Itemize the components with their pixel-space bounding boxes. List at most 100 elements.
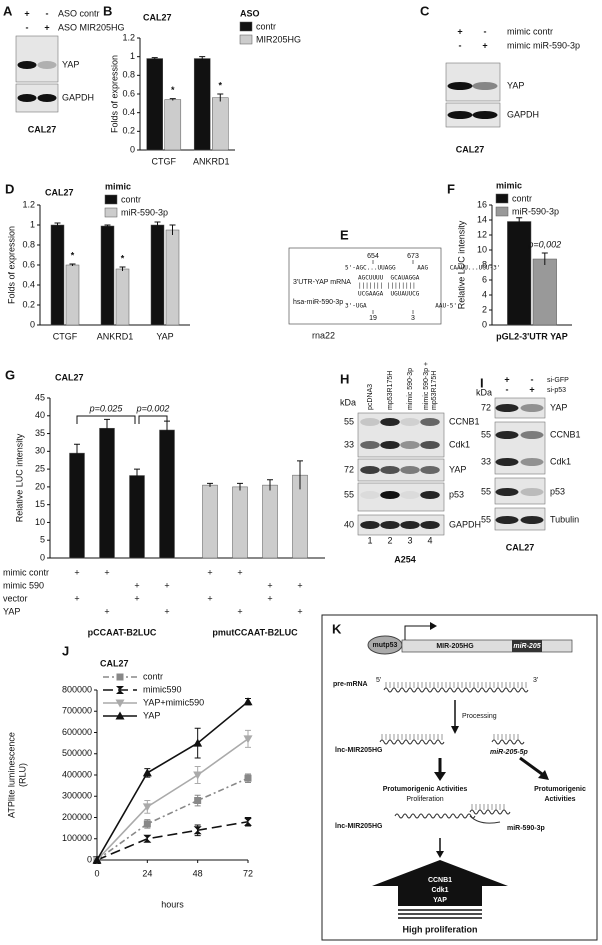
annotation: * — [121, 253, 125, 263]
three-prime: 3' — [533, 677, 538, 684]
tss-arrow — [404, 625, 430, 640]
blot-band — [420, 441, 440, 449]
line — [96, 820, 249, 861]
lane-sign: - — [46, 8, 49, 18]
error-bar — [104, 418, 110, 438]
mirna-label: hsa-miR-590-3p — [293, 299, 343, 306]
rna-bases — [385, 682, 527, 688]
rna-strand — [491, 739, 525, 745]
x-tick-label: CTGF — [152, 156, 177, 166]
blot-band — [495, 431, 519, 439]
arrowhead — [434, 772, 446, 781]
x-tick-label: CTGF — [53, 331, 78, 341]
condition-mark: + — [164, 606, 169, 616]
line — [96, 701, 249, 861]
comparison-bracket — [76, 415, 136, 424]
bar — [146, 58, 163, 151]
y-tick-label: 0 — [130, 144, 135, 154]
rna-strand — [394, 813, 476, 819]
legend-swatch — [239, 34, 253, 45]
target-gene: Cdk1 — [431, 887, 448, 894]
error-bar — [237, 482, 243, 491]
lane-sign: + — [44, 22, 49, 32]
error-bar — [169, 224, 176, 235]
bar — [164, 99, 182, 151]
band-label: YAP — [449, 464, 466, 474]
condition-mark: + — [104, 567, 109, 577]
y-tick-label: 45 — [35, 392, 45, 402]
y-tick-label: 35 — [35, 428, 45, 438]
legend-label: mimic590 — [143, 684, 182, 694]
bar — [202, 484, 218, 559]
condition-mark: + — [164, 580, 169, 590]
y-tick-label: 700000 — [62, 706, 92, 716]
lane-condition: mimic contr — [507, 26, 553, 36]
kda-label: kDa — [476, 387, 492, 397]
bar — [232, 486, 248, 559]
blot-strip — [494, 421, 546, 475]
lane-sign: + — [529, 384, 534, 394]
y-tick-label: 200000 — [62, 812, 92, 822]
y-tick-label: 2 — [482, 304, 487, 314]
rna-strand — [379, 739, 445, 745]
condition-mark: + — [267, 593, 272, 603]
blot-band — [400, 491, 420, 499]
panel-letter: H — [340, 371, 349, 386]
lane-condition: ASO contr — [58, 8, 100, 18]
position: 654 — [367, 253, 379, 260]
lane-number: 2 — [387, 535, 392, 545]
comparison-label: p=0.002 — [136, 403, 170, 413]
y-tick-label: 0.4 — [22, 279, 35, 289]
y-tick-label: 0.2 — [22, 299, 35, 309]
condition-label: mimic 590 — [3, 580, 44, 590]
outcome-label: High proliferation — [403, 924, 478, 934]
x-tick-label: ANKRD1 — [97, 331, 134, 341]
marker — [243, 697, 253, 706]
annotation: * — [71, 250, 75, 260]
mirna-gene-label: miR-205 — [513, 643, 540, 650]
blot-band — [400, 418, 420, 426]
blot-band — [520, 516, 544, 524]
marker — [193, 738, 203, 747]
condition-label: YAP — [3, 606, 20, 616]
blot-strip — [494, 507, 546, 531]
position: 673 — [407, 253, 419, 260]
legend-marker — [115, 699, 125, 708]
lane-label: mp53R175H — [431, 371, 438, 410]
condition-mark: + — [297, 580, 302, 590]
band-label: GAPDH — [62, 92, 94, 102]
condition-mark: + — [104, 606, 109, 616]
chart-title: CAL27 — [55, 372, 84, 382]
x-tick-label: pGL2-3'UTR YAP — [496, 331, 568, 341]
error-bar — [134, 468, 140, 482]
kda-value: 55 — [344, 489, 354, 499]
legend-label: YAP — [143, 710, 160, 720]
rna-bases — [493, 734, 519, 740]
target-gene: YAP — [433, 897, 447, 904]
error-bar — [154, 221, 161, 228]
blot-band — [520, 431, 544, 439]
process-label: Processing — [462, 713, 497, 720]
error-bar — [119, 266, 126, 271]
blot-band — [380, 466, 400, 474]
left-effect-note: Proliferation — [406, 796, 443, 803]
blot-band — [520, 488, 544, 496]
line — [96, 777, 249, 861]
legend-swatch — [239, 21, 253, 32]
condition-mark: + — [74, 593, 79, 603]
sponge-curve — [469, 815, 501, 824]
bar — [193, 58, 211, 151]
lane-sign: - — [484, 26, 487, 36]
x-tick-label: 72 — [243, 868, 253, 878]
band-label: Tubulin — [550, 514, 579, 524]
tool-label: rna22 — [312, 330, 335, 340]
y-tick-label: 1.2 — [122, 32, 135, 42]
error-bar — [74, 443, 80, 462]
error-bar — [516, 217, 523, 226]
legend-title: mimic — [496, 180, 522, 190]
error-bar — [541, 252, 548, 265]
panel-letter: F — [447, 181, 455, 196]
blot-band — [380, 491, 400, 499]
panel-letter: C — [420, 3, 430, 18]
lane-label: mimic 590-3p + — [423, 362, 430, 410]
